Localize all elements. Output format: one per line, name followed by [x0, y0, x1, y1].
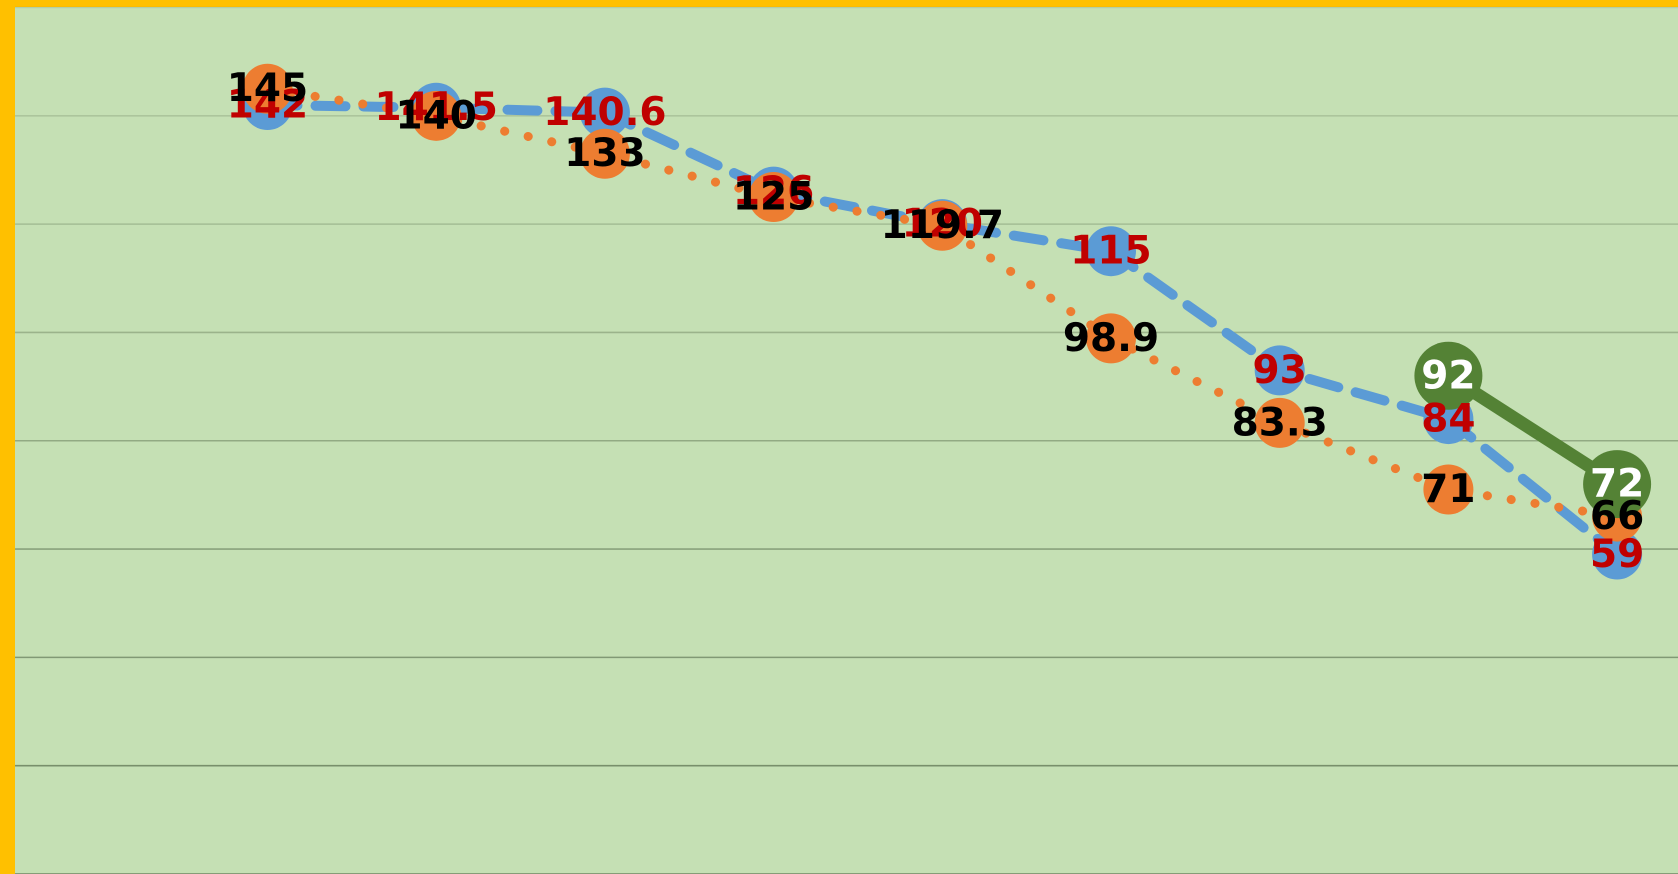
left-border	[0, 0, 15, 874]
data-point	[1592, 529, 1643, 580]
data-label: 125	[733, 175, 814, 220]
data-label: 115	[1070, 229, 1151, 274]
data-label: 84	[1421, 397, 1475, 442]
data-label: 142	[227, 82, 308, 127]
data-point	[411, 90, 462, 141]
data-label: 92	[1421, 353, 1475, 398]
data-label: 98.9	[1063, 316, 1159, 361]
data-label: 71	[1421, 467, 1475, 512]
data-label: 72	[1590, 462, 1644, 507]
data-label: 126	[733, 169, 814, 214]
data-point	[1583, 450, 1652, 519]
data-label: 141.5	[375, 85, 498, 130]
data-label: 66	[1590, 494, 1644, 539]
data-point	[1254, 397, 1305, 448]
data-label: 93	[1253, 348, 1307, 393]
data-point	[1254, 345, 1305, 396]
data-point	[1414, 341, 1483, 410]
series-line	[263, 84, 1622, 522]
data-label: 120	[902, 202, 983, 247]
data-label: 145	[227, 66, 308, 111]
data-point	[579, 87, 630, 138]
data-label: 59	[1590, 532, 1644, 577]
data-point	[1086, 313, 1136, 364]
data-point	[1086, 226, 1136, 277]
data-label: 83.3	[1232, 400, 1328, 445]
top-border	[0, 0, 1678, 7]
data-point	[748, 172, 799, 223]
data-point	[1423, 464, 1474, 515]
data-label: 119.7	[881, 203, 1004, 248]
data-point	[242, 63, 293, 114]
data-point	[917, 200, 968, 251]
data-label: 140.6	[543, 90, 666, 135]
data-label: 140	[395, 93, 476, 138]
data-point	[579, 128, 630, 179]
data-label: 133	[564, 131, 645, 176]
